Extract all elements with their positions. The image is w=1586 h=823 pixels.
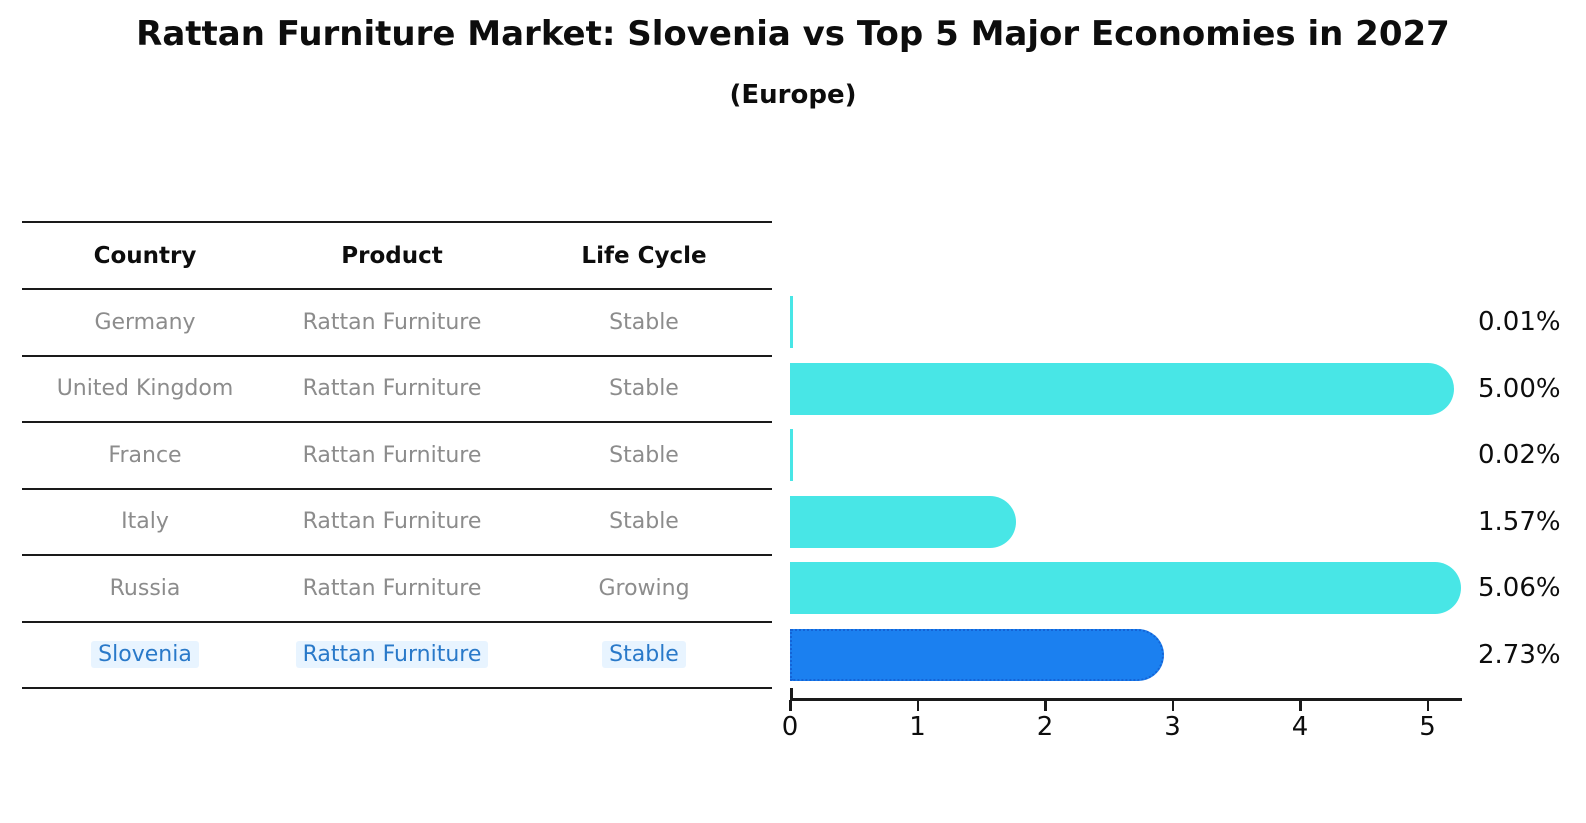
cell-life-cycle-text: Growing [598,575,690,601]
column-header-product: Product [341,242,443,269]
cell-country: Slovenia [22,641,268,669]
value-label-united-kingdom: 5.00% [1478,373,1561,404]
table-line-7 [22,687,772,689]
x-tick-label-4: 4 [1291,712,1309,742]
cell-product: Rattan Furniture [268,376,516,401]
table-line-4 [22,487,772,490]
cell-country-text: Slovenia [91,641,199,669]
cell-life-cycle-text: Stable [609,376,679,402]
x-axis-line [790,698,1462,701]
bar-italy [790,495,1017,548]
table-row-slovenia: Slovenia Rattan Furniture Stable [22,622,772,689]
table-row-united-kingdom: United Kingdom Rattan Furniture Stable [22,356,772,423]
x-tick-5 [1426,700,1429,711]
value-label-italy: 1.57% [1478,506,1561,537]
cell-country: Russia [22,576,268,601]
cell-product: Rattan Furniture [268,310,516,335]
cell-product: Rattan Furniture [268,443,516,468]
table-line-3 [22,421,772,423]
value-label-slovenia: 2.73% [1478,639,1561,670]
cell-life-cycle: Growing [516,576,772,601]
cell-product-text: Rattan Furniture [302,575,482,601]
value-label-germany: 0.01% [1478,307,1561,338]
cell-life-cycle-text: Stable [602,641,686,669]
cell-life-cycle: Stable [516,641,772,669]
cell-country-text: Italy [121,509,169,535]
cell-product-text: Rattan Furniture [302,509,482,535]
cell-life-cycle: Stable [516,509,772,534]
value-label-russia: 5.06% [1478,573,1561,604]
table-row-italy: Italy Rattan Furniture Stable [22,489,772,556]
cell-product: Rattan Furniture [268,576,516,601]
x-tick-label-5: 5 [1419,712,1436,742]
x-tick-0 [789,700,792,711]
table-line-2 [22,354,772,357]
column-header-life-cycle: Life Cycle [581,242,707,269]
table-line-0 [22,221,772,223]
table-line-6 [22,620,772,623]
cell-life-cycle: Stable [516,443,772,468]
cell-country-text: United Kingdom [56,376,234,402]
cell-product-text: Rattan Furniture [295,641,489,669]
cell-country-text: Germany [94,309,196,335]
cell-product-text: Rattan Furniture [302,309,482,335]
cell-life-cycle-text: Stable [609,509,679,535]
x-axis-origin-stub [790,688,793,698]
table-line-5 [22,554,772,556]
x-tick-label-1: 1 [909,712,926,742]
table-row-germany: Germany Rattan Furniture Stable [22,289,772,356]
cell-country: United Kingdom [22,376,268,401]
cell-product-text: Rattan Furniture [302,376,482,402]
chart-subtitle: (Europe) [729,80,857,110]
cell-country-text: France [108,442,182,468]
table-row-france: France Rattan Furniture Stable [22,422,772,489]
cell-life-cycle: Stable [516,310,772,335]
x-tick-4 [1299,700,1302,711]
x-tick-label-3: 3 [1164,712,1181,742]
cell-product: Rattan Furniture [268,641,516,669]
cell-country: Italy [22,509,268,534]
cell-life-cycle-text: Stable [609,309,679,335]
cell-product-text: Rattan Furniture [302,442,482,468]
bar-russia [790,562,1462,615]
bar-germany [790,296,793,349]
table-row-russia: Russia Rattan Furniture Growing [22,555,772,622]
x-tick-label-2: 2 [1036,712,1054,742]
x-tick-1 [916,700,919,711]
cell-country: Germany [22,310,268,335]
cell-life-cycle: Stable [516,376,772,401]
bar-france [790,429,793,482]
cell-country-text: Russia [109,575,181,601]
bar-united-kingdom [790,362,1454,415]
cell-life-cycle-text: Stable [609,442,679,468]
bar-slovenia [790,628,1165,681]
value-label-france: 0.02% [1478,440,1561,471]
column-header-country: Country [93,242,197,269]
cell-product: Rattan Furniture [268,509,516,534]
cell-country: France [22,443,268,468]
table-line-1 [22,288,772,290]
x-tick-2 [1044,700,1047,711]
x-tick-3 [1171,700,1174,711]
chart-title: Rattan Furniture Market: Slovenia vs Top… [136,14,1450,54]
table-header-row: Country Product Life Cycle [22,222,772,289]
x-tick-label-0: 0 [781,712,799,742]
